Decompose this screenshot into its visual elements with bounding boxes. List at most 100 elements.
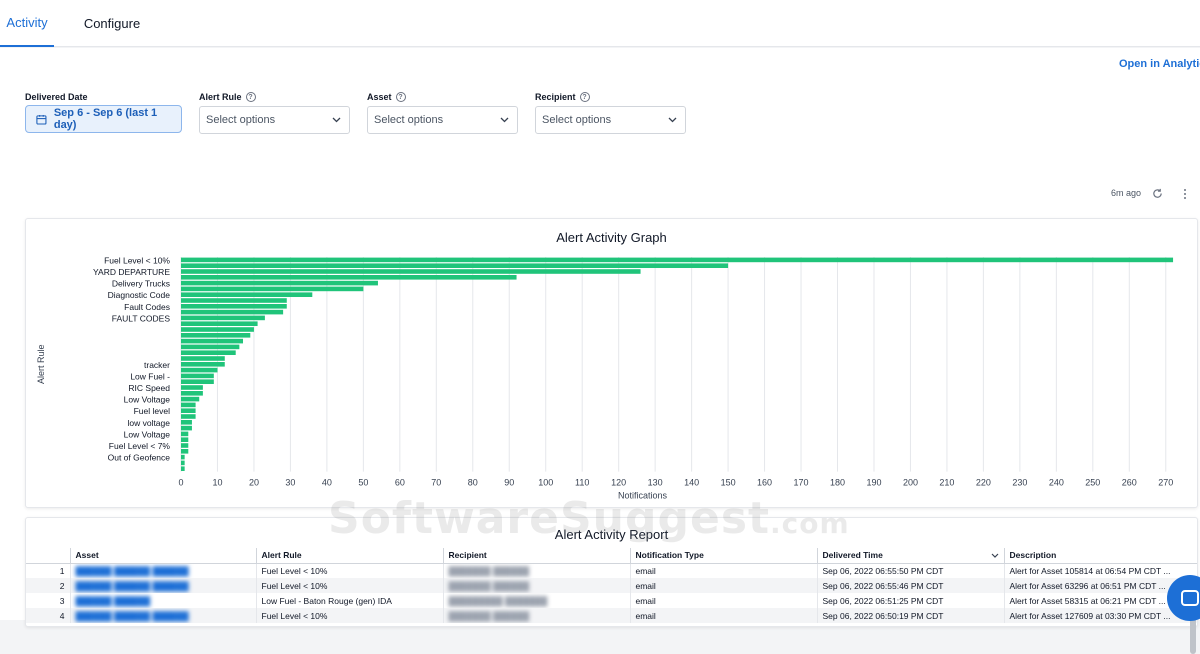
bar <box>181 344 240 350</box>
bar <box>181 257 1174 263</box>
notification-type-cell: email <box>629 563 817 578</box>
table-row[interactable]: 3 ██████ ██████ Low Fuel - Baton Rouge (… <box>26 593 1197 608</box>
x-tick-label: 210 <box>939 478 954 488</box>
y-axis-title: Alert Rule <box>36 345 46 385</box>
report-title: Alert Activity Report <box>554 527 669 542</box>
notification-type-cell: email <box>629 608 817 623</box>
open-in-analytics-link[interactable]: Open in Analytics <box>1119 58 1200 70</box>
column-header-index <box>26 548 70 564</box>
column-header-notification-type[interactable]: Notification Type <box>629 548 817 564</box>
asset-link-redacted[interactable]: ██████ ██████ <box>75 595 151 606</box>
column-header-description[interactable]: Description <box>1003 548 1197 564</box>
recipient-placeholder: Select options <box>542 114 612 126</box>
sort-desc-icon[interactable] <box>991 553 999 559</box>
bar <box>181 460 185 466</box>
recipient-redacted: ███████ ██████ <box>448 580 530 591</box>
recipient-cell: ███████ ██████ <box>442 578 630 593</box>
bar <box>181 321 258 326</box>
x-tick-label: 20 <box>249 478 259 488</box>
delivered-date-label: Delivered Date <box>25 92 88 102</box>
x-tick-label: 110 <box>575 478 589 488</box>
x-tick-label: 230 <box>1012 478 1027 488</box>
help-icon[interactable]: ? <box>245 92 256 102</box>
bar <box>181 309 284 315</box>
help-icon[interactable]: ? <box>395 92 406 102</box>
bar <box>181 466 185 471</box>
y-category-label: YARD DEPARTURE <box>93 267 170 277</box>
chevron-down-icon <box>332 117 341 123</box>
asset-cell[interactable]: ██████ ██████ ██████ <box>69 578 256 593</box>
y-category-label: Diagnostic Code <box>108 290 171 300</box>
bar <box>181 414 196 419</box>
x-tick-label: 250 <box>1085 478 1100 488</box>
more-options-icon[interactable] <box>1182 188 1188 200</box>
column-header-alert-rule[interactable]: Alert Rule <box>255 548 443 564</box>
column-header-delivered-time[interactable]: Delivered Time <box>816 548 1004 564</box>
column-header-asset[interactable]: Asset <box>69 548 256 564</box>
top-tab-bar: Activity Configure <box>0 0 1200 47</box>
chevron-down-icon <box>668 117 677 123</box>
bar <box>181 338 244 344</box>
bar <box>181 425 192 431</box>
recipient-select[interactable]: Select options <box>535 106 686 134</box>
x-tick-label: 180 <box>830 478 845 488</box>
x-tick-label: 90 <box>504 478 514 488</box>
alert-rule-select[interactable]: Select options <box>199 106 350 134</box>
alert-activity-chart: 0 10 20 30 40 50 60 70 80 90 100 110 120 130 140 150 160… <box>36 255 1174 501</box>
delivered-time-cell: Sep 06, 2022 06:55:46 PM CDT <box>816 578 1004 593</box>
notification-type-cell: email <box>629 578 817 593</box>
asset-cell[interactable]: ██████ ██████ ██████ <box>69 563 256 578</box>
notification-type-cell: email <box>629 593 817 608</box>
asset-link-redacted[interactable]: ██████ ██████ ██████ <box>75 565 189 576</box>
x-tick-label: 270 <box>1158 478 1173 488</box>
description-cell: Alert for Asset 58315 at 06:21 PM CDT ..… <box>1003 593 1197 608</box>
asset-cell[interactable]: ██████ ██████ ██████ <box>69 608 256 623</box>
delivered-date-picker[interactable]: Sep 6 - Sep 6 (last 1 day) <box>25 105 182 133</box>
refresh-icon[interactable] <box>1152 188 1163 199</box>
column-header-recipient[interactable]: Recipient <box>442 548 630 564</box>
x-tick-label: 200 <box>903 478 918 488</box>
table-row[interactable]: 2 ██████ ██████ ██████ Fuel Level < 10% … <box>26 578 1197 593</box>
recipient-label: Recipient? <box>535 92 590 102</box>
recipient-cell: █████████ ███████ <box>442 593 630 608</box>
bar <box>181 431 189 437</box>
bar <box>181 327 254 332</box>
asset-link-redacted[interactable]: ██████ ██████ ██████ <box>75 580 189 591</box>
x-tick-label: 0 <box>178 478 183 488</box>
x-tick-label: 30 <box>285 478 295 488</box>
x-tick-label: 260 <box>1122 478 1137 488</box>
bar <box>181 391 203 396</box>
y-category-label: RIC Speed <box>128 383 170 393</box>
x-axis-title: Notifications <box>618 491 668 501</box>
asset-cell[interactable]: ██████ ██████ <box>69 593 256 608</box>
tab-configure[interactable]: Configure <box>83 15 141 31</box>
chat-support-button[interactable] <box>1167 575 1200 621</box>
y-category-label: tracker <box>144 360 170 370</box>
tab-activity[interactable]: Activity <box>0 0 54 47</box>
table-row[interactable]: 4 ██████ ██████ ██████ Fuel Level < 10% … <box>26 608 1197 623</box>
y-category-label: Fuel Level < 10% <box>104 255 170 265</box>
bar <box>181 315 265 321</box>
recipient-redacted: ███████ ██████ <box>448 565 530 576</box>
asset-select[interactable]: Select options <box>367 106 518 134</box>
row-number: 2 <box>26 578 70 593</box>
bar <box>181 408 196 413</box>
alert-rule-cell: Low Fuel - Baton Rouge (gen) IDA <box>255 593 443 608</box>
y-category-label: low voltage <box>127 418 170 428</box>
alert-rule-cell: Fuel Level < 10% <box>255 578 443 593</box>
x-tick-label: 60 <box>395 478 405 488</box>
bar <box>181 350 236 355</box>
row-number: 3 <box>59 595 65 606</box>
x-tick-label: 190 <box>866 478 881 488</box>
bar <box>181 449 189 454</box>
recipient-cell: ███████ ██████ <box>442 563 630 578</box>
help-icon[interactable]: ? <box>579 92 590 102</box>
y-category-label: Out of Geofence <box>108 453 171 463</box>
bar <box>181 443 189 448</box>
watermark: SoftwareSuggest.com <box>328 493 850 544</box>
bar <box>181 379 214 384</box>
x-tick-label: 70 <box>431 478 441 488</box>
table-row[interactable]: 1 ██████ ██████ ██████ Fuel Level < 10% … <box>26 563 1197 578</box>
bar <box>181 269 641 274</box>
asset-link-redacted[interactable]: ██████ ██████ ██████ <box>75 610 189 621</box>
